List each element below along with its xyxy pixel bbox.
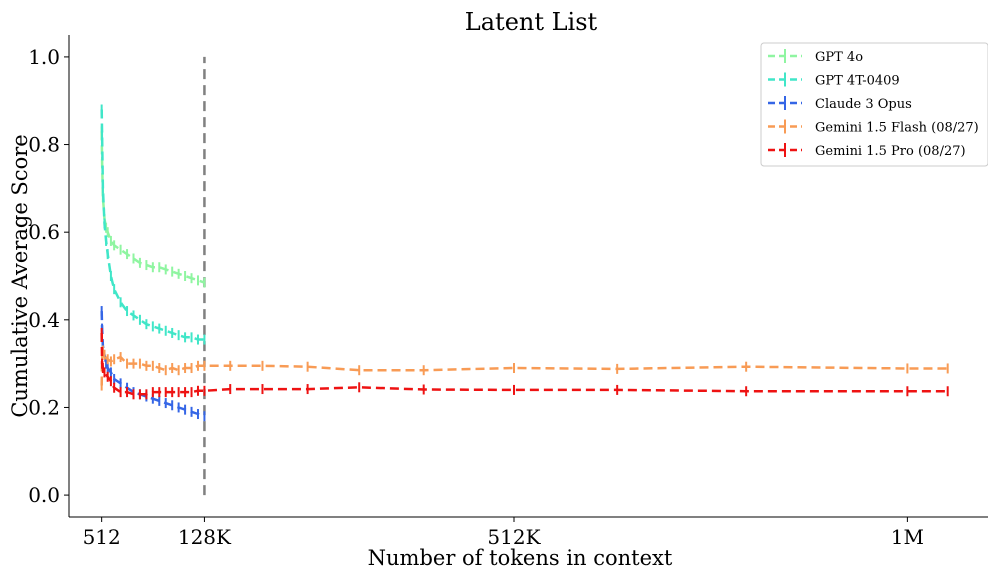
legend-label: Gemini 1.5 Flash (08/27) xyxy=(815,121,979,136)
y-tick-label: 0.8 xyxy=(28,133,60,157)
legend-frame xyxy=(760,42,988,167)
y-tick-label: 0.0 xyxy=(28,483,60,507)
y-tick-label: 1.0 xyxy=(28,45,60,69)
x-tick-label: 1M xyxy=(891,525,924,549)
series-3 xyxy=(100,345,949,391)
legend-label: Claude 3 Opus xyxy=(815,97,912,112)
y-tick-label: 0.6 xyxy=(28,220,60,244)
y-ticks: 0.0 0.2 0.4 0.6 0.8 1.0 xyxy=(28,45,69,507)
series-line xyxy=(100,332,948,396)
series-line xyxy=(100,131,205,284)
plot-area xyxy=(100,56,949,496)
x-tick-label: 128K xyxy=(178,525,232,549)
y-axis-label: Cumulative Average Score xyxy=(8,134,32,417)
series-line xyxy=(100,109,205,341)
x-ticks: 512 128K 512K 1M xyxy=(83,517,924,549)
y-tick-label: 0.2 xyxy=(28,395,60,419)
legend-label: GPT 4o xyxy=(815,50,863,65)
series-0 xyxy=(100,126,206,288)
y-tick-label: 0.4 xyxy=(28,308,60,332)
x-axis-label: Number of tokens in context xyxy=(368,546,673,570)
legend-label: GPT 4T-0409 xyxy=(815,74,900,89)
series-4 xyxy=(100,327,949,400)
x-tick-label: 512K xyxy=(487,525,541,549)
x-tick-label: 512 xyxy=(83,525,121,549)
series-1 xyxy=(100,104,206,345)
chart-title: Latent List xyxy=(465,8,598,36)
legend-label: Gemini 1.5 Pro (08/27) xyxy=(815,144,966,159)
legend: GPT 4o GPT 4T-0409 Claude 3 Opus Gemini 1.5… xyxy=(760,42,988,167)
series-line xyxy=(100,350,948,386)
